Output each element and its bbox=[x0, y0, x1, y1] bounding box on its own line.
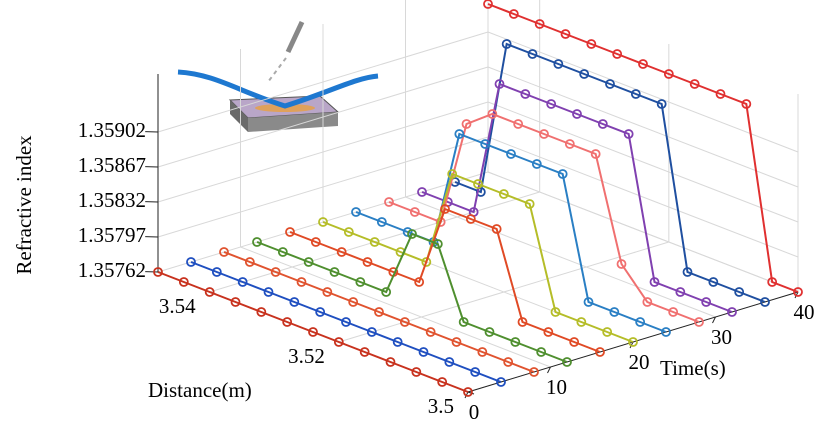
grid-line bbox=[241, 247, 551, 367]
y-axis-label: Time(s) bbox=[660, 356, 726, 380]
series-line bbox=[356, 134, 666, 332]
series-line bbox=[455, 44, 765, 302]
series-line bbox=[290, 209, 600, 352]
series-line bbox=[224, 252, 534, 372]
z-tick-label: 1.35797 bbox=[78, 223, 146, 247]
chart: 1.35762 1.35797 1.35832 1.35867 1.35902 3.5 3.… bbox=[0, 0, 836, 429]
series-line bbox=[191, 262, 501, 382]
y-tick-label: 10 bbox=[546, 375, 567, 399]
y-tick-label: 30 bbox=[711, 325, 732, 349]
x-tick-label: 3.54 bbox=[159, 294, 196, 318]
y-tick-label: 20 bbox=[629, 350, 650, 374]
z-tick-label: 1.35902 bbox=[78, 118, 146, 142]
grid-line bbox=[488, 137, 798, 257]
z-tick-label: 1.35867 bbox=[78, 153, 146, 177]
series-line bbox=[389, 114, 699, 322]
series-line bbox=[488, 4, 798, 292]
x-axis-label: Distance(m) bbox=[148, 378, 252, 402]
drops bbox=[268, 58, 286, 82]
pipette bbox=[288, 22, 302, 52]
z-tick-label: 1.35762 bbox=[78, 258, 146, 282]
z-axis-label: Refractive index bbox=[12, 135, 36, 275]
inset-illustration bbox=[178, 22, 378, 132]
page: 1.35762 1.35797 1.35832 1.35867 1.35902 3.5 3.… bbox=[0, 0, 836, 434]
series-line bbox=[158, 272, 468, 392]
grid-line bbox=[488, 67, 798, 187]
x-tick-label: 3.5 bbox=[428, 394, 454, 418]
x-tick-label: 3.52 bbox=[288, 344, 325, 368]
y-tick-label: 0 bbox=[469, 400, 480, 424]
z-tick-label: 1.35832 bbox=[78, 188, 146, 212]
grid-line bbox=[488, 172, 798, 292]
y-tick-label: 40 bbox=[794, 300, 815, 324]
